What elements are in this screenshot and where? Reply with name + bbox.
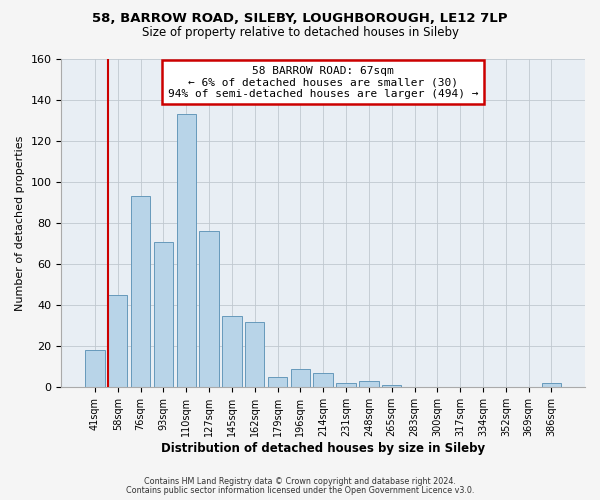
Bar [313, 373, 333, 388]
Bar [337, 383, 356, 388]
Bar [176, 114, 196, 388]
Bar [108, 295, 127, 388]
Bar [199, 232, 219, 388]
Bar [382, 386, 401, 388]
Bar [268, 377, 287, 388]
Bar [245, 322, 265, 388]
Bar [222, 316, 242, 388]
Text: Size of property relative to detached houses in Sileby: Size of property relative to detached ho… [142, 26, 458, 39]
Bar [131, 196, 150, 388]
X-axis label: Distribution of detached houses by size in Sileby: Distribution of detached houses by size … [161, 442, 485, 455]
Bar [290, 369, 310, 388]
Bar [154, 242, 173, 388]
Text: Contains public sector information licensed under the Open Government Licence v3: Contains public sector information licen… [126, 486, 474, 495]
Text: 58 BARROW ROAD: 67sqm
← 6% of detached houses are smaller (30)
94% of semi-detac: 58 BARROW ROAD: 67sqm ← 6% of detached h… [168, 66, 478, 99]
Y-axis label: Number of detached properties: Number of detached properties [15, 136, 25, 311]
Bar [542, 383, 561, 388]
Text: 58, BARROW ROAD, SILEBY, LOUGHBOROUGH, LE12 7LP: 58, BARROW ROAD, SILEBY, LOUGHBOROUGH, L… [92, 12, 508, 26]
Bar [85, 350, 104, 388]
Bar [359, 381, 379, 388]
Text: Contains HM Land Registry data © Crown copyright and database right 2024.: Contains HM Land Registry data © Crown c… [144, 477, 456, 486]
